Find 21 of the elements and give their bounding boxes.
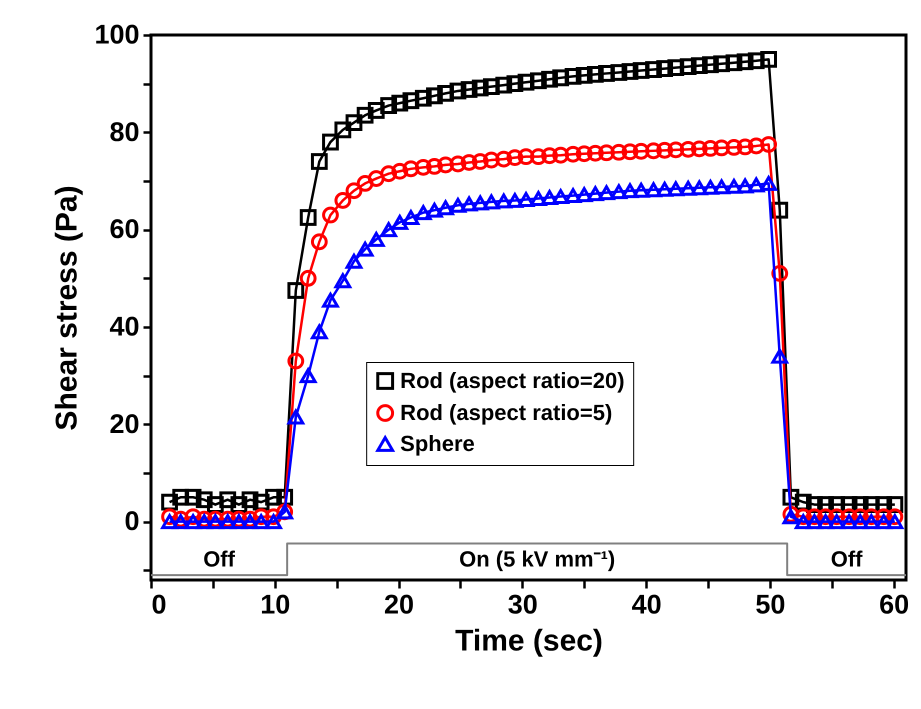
y-axis-title: Shear stress (Pa)	[50, 185, 84, 431]
y-tick-label: 20	[109, 408, 140, 439]
y-tick-label: 0	[124, 506, 140, 536]
legend-label: Sphere	[400, 431, 475, 456]
legend-label: Rod (aspect ratio=5)	[400, 400, 612, 425]
y-tick-label: 80	[109, 116, 140, 147]
annotation: Off	[830, 546, 864, 572]
x-tick-label: 50	[755, 590, 786, 620]
x-tick-label: 30	[508, 590, 538, 620]
x-axis-title: Time (sec)	[455, 624, 603, 658]
x-tick-label: 60	[879, 590, 910, 620]
x-tick-label: 40	[632, 590, 662, 620]
annotation: On (5 kV mm⁻¹)	[459, 546, 616, 572]
x-tick-label: 20	[384, 590, 414, 620]
y-tick-label: 100	[94, 20, 140, 50]
x-tick-label: 10	[260, 590, 290, 620]
legend-label: Rod (aspect ratio=20)	[400, 368, 625, 393]
y-tick-label: 40	[109, 311, 140, 342]
annotation: Off	[203, 546, 236, 572]
x-tick-label: 0	[152, 590, 167, 620]
y-tick-label: 60	[109, 214, 140, 244]
